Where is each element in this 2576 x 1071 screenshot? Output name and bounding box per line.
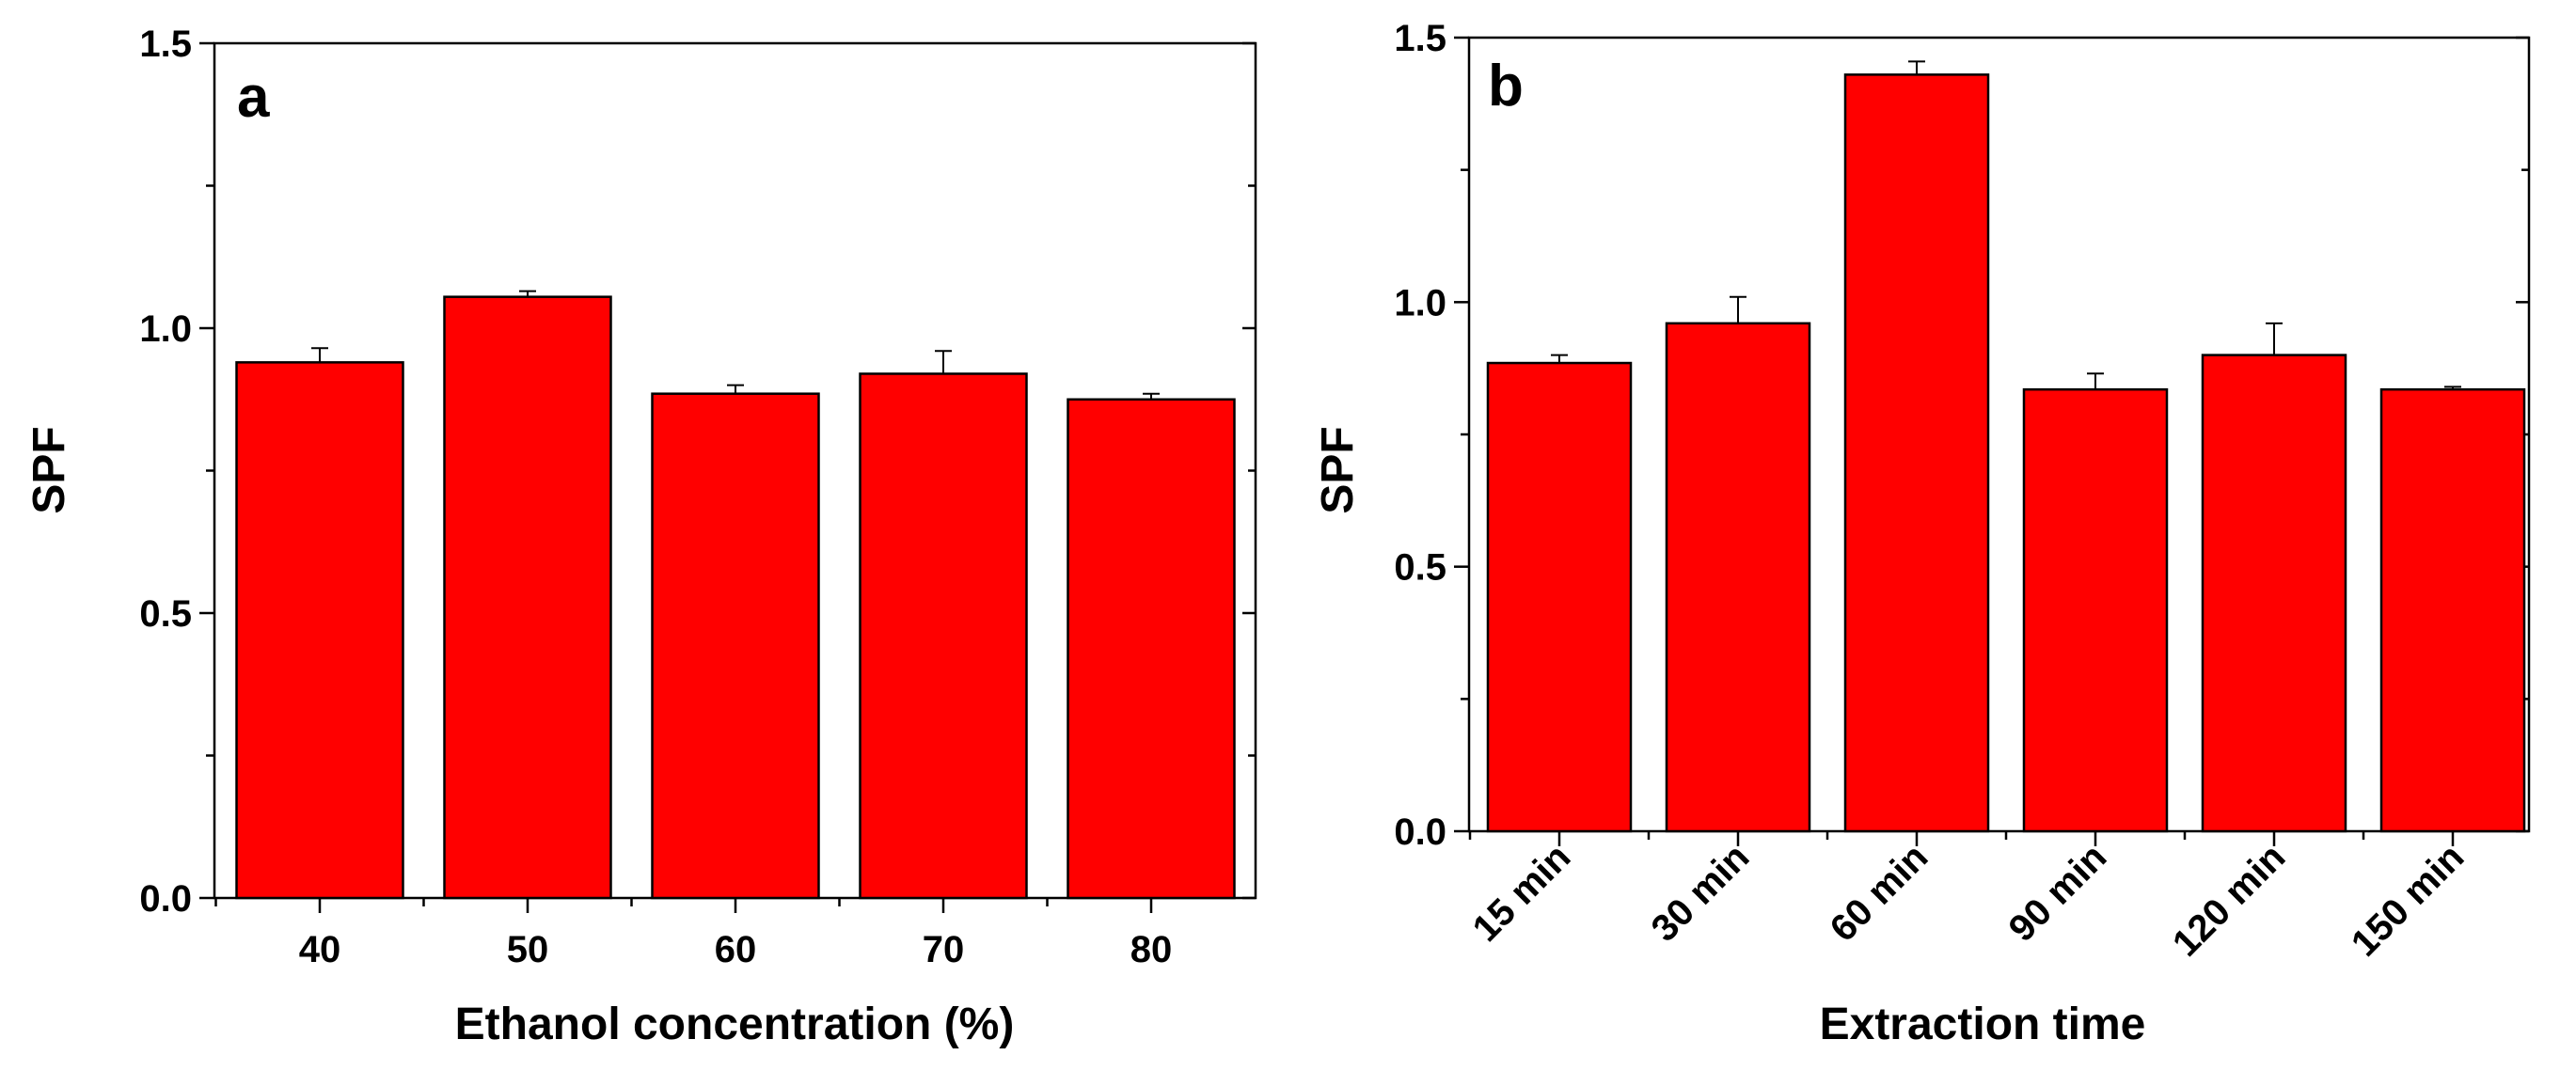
y-tick-label: 0.5 <box>1394 547 1446 589</box>
panel-b: 0.0 0.5 1.0 1.5 15 min 30 min 60 min 90 min 120… <box>1313 18 2531 1049</box>
x-axis-b: 15 min 30 min 60 min 90 min 120 min 150 min <box>1465 831 2472 965</box>
y-tick-label: 1.0 <box>1394 282 1446 323</box>
y-tick-label: 0.0 <box>139 878 192 920</box>
bar-90-min <box>2022 387 2169 833</box>
bar-150-min <box>2379 387 2526 833</box>
panel-label-b: b <box>1488 54 1524 118</box>
y-tick-label: 0.0 <box>1394 811 1446 853</box>
y-axis-title-a: SPF <box>24 426 74 513</box>
x-tick-label: 90 min <box>2001 836 2115 950</box>
bar-30-min <box>1665 322 1811 833</box>
bar-120-min <box>2201 354 2347 833</box>
x-tick-label: 60 min <box>1823 836 1936 950</box>
bar-50 <box>443 295 612 900</box>
x-tick-label: 150 min <box>2344 836 2472 964</box>
x-axis-title-b: Extraction time <box>1820 1000 2146 1049</box>
x-tick-label: 15 min <box>1465 836 1579 950</box>
x-tick-label: 80 <box>1130 929 1173 970</box>
x-tick-label: 30 min <box>1644 836 1758 950</box>
x-tick-label: 50 <box>507 929 549 970</box>
y-axis-b: 0.0 0.5 1.0 1.5 <box>1394 18 2529 853</box>
bar-15-min <box>1486 361 1633 833</box>
bars-a <box>235 290 1236 900</box>
x-tick-label: 40 <box>299 929 341 970</box>
y-tick-label: 0.5 <box>139 593 192 635</box>
bar-70 <box>859 372 1028 900</box>
panel-a: 0.0 0.5 1.0 1.5 40 50 60 70 80 a SPF Ethanol co… <box>24 24 1257 1049</box>
bar-80 <box>1067 398 1236 900</box>
x-axis-a: 40 50 60 70 80 <box>214 898 1173 970</box>
y-axis-title-b: SPF <box>1313 426 1363 513</box>
x-tick-label: 70 <box>923 929 965 970</box>
x-tick-label: 60 <box>715 929 757 970</box>
panel-label-a: a <box>237 65 270 130</box>
y-tick-label: 1.5 <box>139 24 192 65</box>
y-axis-a: 0.0 0.5 1.0 1.5 <box>139 24 1256 920</box>
bars-b <box>1486 60 2526 833</box>
y-tick-label: 1.0 <box>139 308 192 350</box>
bar-40 <box>235 361 404 900</box>
bar-60 <box>651 392 820 900</box>
y-tick-label: 1.5 <box>1394 18 1446 59</box>
bar-60-min <box>1843 73 1990 833</box>
x-axis-title-a: Ethanol concentration (%) <box>455 1000 1015 1049</box>
x-tick-label: 120 min <box>2165 836 2293 964</box>
